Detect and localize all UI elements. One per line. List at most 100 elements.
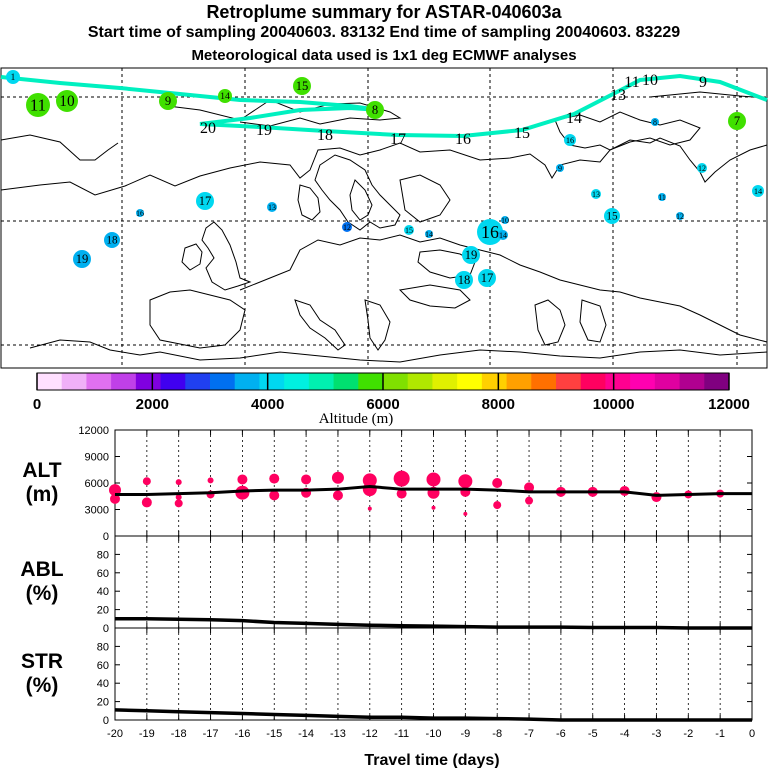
marker-label: 12	[343, 223, 351, 232]
colorbar-swatch	[556, 373, 582, 390]
alt-point	[367, 506, 372, 511]
marker-dot	[366, 101, 384, 119]
colorbar-tick-label: 4000	[251, 396, 284, 413]
marker-dot	[218, 89, 232, 103]
y-tick-label: 80	[97, 549, 109, 561]
plume-marker: 12	[697, 163, 707, 173]
marker-label: 11	[30, 95, 46, 114]
alt-point	[362, 482, 377, 497]
track-day-label: 15	[514, 125, 530, 142]
marker-dot	[658, 193, 666, 201]
marker-dot	[752, 185, 764, 197]
colorbar-tick-label: 6000	[366, 396, 399, 413]
marker-dot	[478, 269, 496, 287]
marker-dot	[159, 92, 177, 110]
colorbar-swatch	[679, 373, 705, 390]
x-tick-label: -15	[266, 728, 282, 740]
y-tick-label: 40	[97, 586, 109, 598]
marker-dot	[26, 93, 50, 117]
alt-point	[492, 478, 503, 488]
marker-label: 19	[465, 248, 478, 262]
plume-marker: 11	[26, 93, 50, 117]
alt-point	[458, 474, 473, 489]
sampling-subtitle: Start time of sampling 20040603. 83132 E…	[87, 24, 681, 41]
colorbar-label: Altitude (m)	[319, 411, 394, 427]
colorbar-swatch	[358, 373, 384, 390]
marker-dot	[728, 112, 746, 130]
x-tick-label: -18	[171, 728, 187, 740]
plume-marker: 17	[196, 192, 214, 210]
track-day-label: 18	[317, 127, 333, 144]
str-line	[114, 708, 752, 722]
plume-marker: 13	[591, 189, 601, 199]
marker-label: 15	[405, 226, 413, 235]
colorbar-swatch	[531, 373, 557, 390]
marker-label: 18	[458, 273, 471, 287]
marker-dot	[697, 163, 707, 173]
marker-dot	[6, 70, 20, 84]
y-tick-label: 80	[97, 641, 109, 653]
plume-marker: 18	[104, 232, 120, 248]
coastlines	[0, 91, 768, 363]
plume-marker: 9	[159, 92, 177, 110]
colorbar-swatch	[407, 373, 433, 390]
x-tick-label: -12	[362, 728, 378, 740]
y-tick-label: 0	[103, 715, 109, 727]
chart-title: Retroplume summary for ASTAR-040603a	[206, 2, 562, 22]
marker-label: 12	[676, 212, 684, 221]
y-tick-label: 20	[97, 697, 109, 709]
plume-marker: 19	[73, 250, 91, 268]
marker-dot	[501, 216, 509, 224]
alt-point	[396, 488, 407, 499]
met-subtitle: Meteorological data used is 1x1 deg ECMW…	[191, 47, 577, 64]
plume-marker: 14	[425, 230, 433, 239]
marker-label: 16	[566, 136, 574, 145]
marker-dot	[604, 208, 620, 224]
colorbar-swatch	[160, 373, 186, 390]
colorbar-tick-label: 2000	[136, 396, 169, 413]
x-tick-label: 0	[749, 728, 755, 740]
marker-label: 15	[296, 79, 309, 93]
plume-marker: 15	[293, 77, 311, 95]
x-tick-label: -20	[107, 728, 123, 740]
y-tick-label: 3000	[85, 505, 109, 517]
x-axis-label: Travel time (days)	[364, 752, 499, 768]
panel-abl: 0 20 40 60 80 ABL(%)	[20, 535, 753, 635]
colorbar-swatch	[580, 373, 606, 390]
plume-marker: 7	[728, 112, 746, 130]
colorbar-tick-label: 0	[33, 396, 41, 413]
alt-point	[141, 497, 152, 508]
alt-point	[332, 490, 343, 501]
plume-marker: 10	[56, 90, 78, 112]
y-tick-label: 0	[103, 623, 109, 635]
x-tick-label: -19	[139, 728, 155, 740]
plume-marker: 9	[556, 164, 564, 173]
colorbar-swatch	[432, 373, 458, 390]
track-day-label: 10	[642, 72, 658, 89]
marker-dot	[293, 77, 311, 95]
plume-marker: 14	[218, 89, 232, 103]
marker-dot	[651, 118, 659, 126]
alt-point	[463, 511, 468, 516]
plume-marker: 17	[478, 269, 496, 287]
colorbar-swatch	[284, 373, 310, 390]
marker-label: 17	[199, 194, 212, 208]
colorbar-swatch	[37, 373, 63, 390]
plume-marker: 12	[676, 212, 684, 221]
colorbar-swatch	[506, 373, 532, 390]
colorbar-swatch	[605, 373, 631, 390]
colorbar-swatch	[457, 373, 483, 390]
colorbar-swatch	[210, 373, 236, 390]
plume-marker: 1	[6, 70, 20, 84]
alt-point	[174, 499, 183, 508]
marker-label: 7	[734, 114, 740, 128]
x-tick-label: -16	[234, 728, 250, 740]
x-tick-label: -2	[683, 728, 693, 740]
plume-marker: 14	[752, 185, 764, 197]
panel-label: STR	[21, 650, 63, 673]
plume-marker: 15	[604, 208, 620, 224]
marker-dot	[462, 246, 480, 264]
y-tick-label: 0	[103, 531, 109, 543]
